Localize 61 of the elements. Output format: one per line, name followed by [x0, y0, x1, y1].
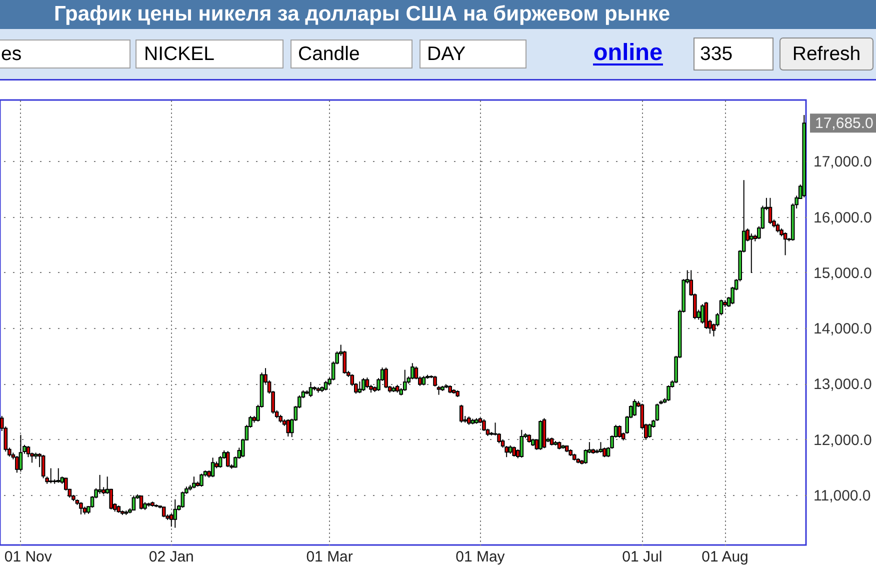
candlestick: [700, 304, 704, 324]
candlestick: [422, 375, 426, 386]
text: 17,685.0: [815, 115, 874, 132]
candlestick: [173, 498, 178, 528]
x-tick-label: 01 Aug: [702, 548, 748, 566]
candlestick: [169, 513, 174, 528]
candlestick: [192, 476, 196, 489]
y-tick-label: 11,000.0: [814, 487, 871, 504]
candlestick: [749, 233, 754, 274]
candlestick: [632, 398, 637, 416]
text: online: [593, 39, 663, 65]
x-tick-label: 01 May: [456, 548, 506, 566]
candlestick: [598, 442, 603, 454]
candlestick: [48, 468, 53, 484]
candlestick: [139, 494, 144, 510]
candlestick: [648, 423, 652, 438]
x-tick-label: 02 Jan: [148, 548, 194, 566]
candlestick: [132, 494, 136, 512]
candlestick: [410, 362, 414, 380]
y-tick-label: 12,000.0: [814, 432, 872, 449]
text: Refresh: [792, 43, 861, 65]
candlestick: [365, 377, 370, 389]
candlestick: [162, 506, 166, 518]
candlestick: [402, 369, 407, 392]
candlestick: [15, 456, 19, 474]
text: es: [1, 43, 22, 65]
candlestick: [98, 474, 102, 494]
candlestick: [41, 454, 46, 479]
candlestick: [783, 232, 788, 256]
y-tick-label: 14,000.0: [814, 320, 872, 338]
candlestick: [384, 367, 388, 389]
x-tick-label: 01 Jul: [622, 548, 662, 566]
candlestick: [362, 378, 366, 392]
candlestick: [768, 197, 772, 225]
y-tick-label: 16,000.0: [814, 209, 872, 226]
candlestick: [308, 382, 313, 398]
candlestick: [618, 424, 622, 438]
candlestick: [226, 450, 230, 468]
text: 335: [700, 43, 733, 65]
text: NICKEL: [144, 43, 215, 65]
x-tick-label: 01 Nov: [4, 548, 52, 566]
candlestick: [459, 404, 464, 424]
candlestick: [666, 384, 670, 402]
x-tick-label: 01 Mar: [306, 548, 353, 566]
candlestick: [520, 429, 524, 458]
candlestick: [324, 380, 328, 391]
y-tick-label: 17,000.0: [814, 154, 872, 171]
candlestick: [18, 434, 23, 472]
candlestick: [79, 502, 83, 515]
candlestick: [200, 473, 204, 488]
candlestick: [358, 380, 362, 394]
y-tick-label: 15,000.0: [814, 264, 872, 282]
candlestick: [433, 375, 437, 387]
chart-title: График цены никеля за доллары США на биржевом рынке: [54, 2, 670, 26]
text: DAY: [427, 43, 466, 65]
y-tick-label: 13,000.0: [814, 376, 872, 394]
candlestick: [56, 468, 60, 484]
text: Candle: [298, 43, 360, 65]
candlestick: [512, 446, 516, 458]
candlestick: [210, 457, 215, 478]
candlestick: [286, 418, 290, 438]
